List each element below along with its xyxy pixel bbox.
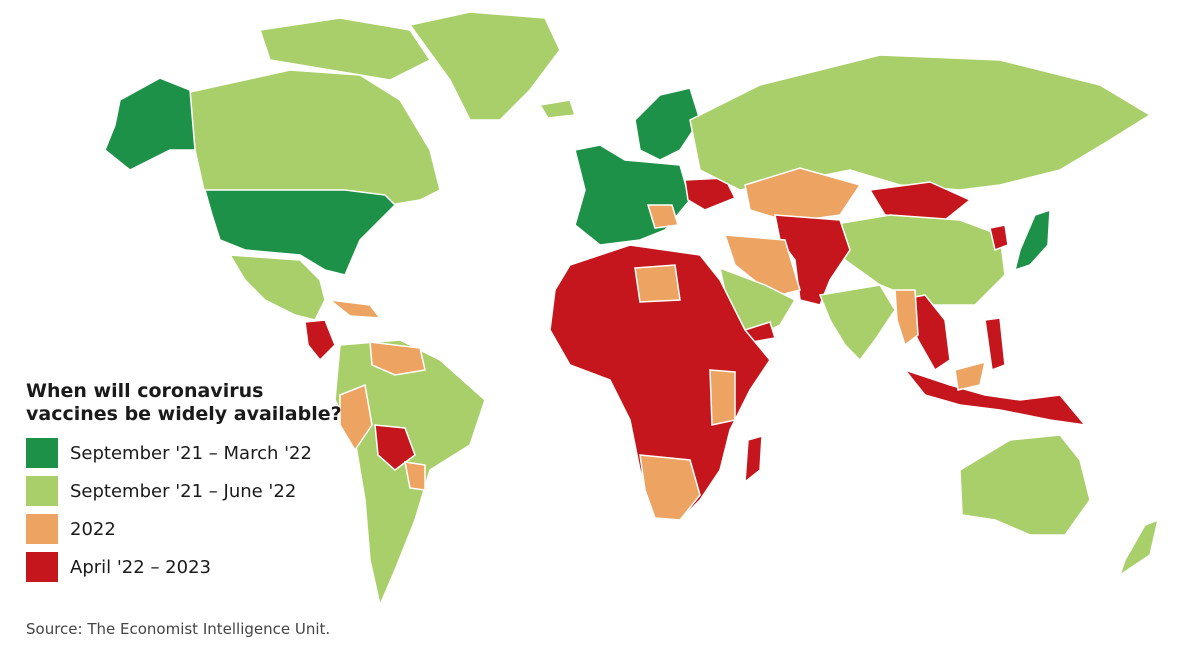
region-madagascar <box>744 434 763 484</box>
region-caribbean <box>327 298 382 319</box>
region-korea <box>989 224 1009 252</box>
region-venezuela-guyana <box>369 341 426 376</box>
region-russia <box>689 54 1152 191</box>
region-balkans <box>646 204 679 229</box>
region-china <box>828 214 1006 306</box>
legend-item-c4: April '22 – 2023 <box>26 552 356 582</box>
legend-item-c2: September '21 – June '22 <box>26 476 356 506</box>
legend-swatch-c1 <box>26 438 58 468</box>
legend-label-c2: September '21 – June '22 <box>70 480 297 502</box>
region-indonesia <box>902 368 1087 427</box>
legend-label-c1: September '21 – March '22 <box>70 442 312 464</box>
region-east-africa <box>709 369 736 426</box>
region-paraguay <box>404 461 426 491</box>
region-japan <box>1013 208 1051 272</box>
legend-swatch-c2 <box>26 476 58 506</box>
map-title: When will coronavirus vaccines be widely… <box>26 380 342 425</box>
legend-swatch-c3 <box>26 514 58 544</box>
region-myanmar-thailand <box>894 289 919 347</box>
region-mexico-central <box>228 254 326 321</box>
region-alaska <box>104 77 196 171</box>
region-canada-islands <box>259 17 432 81</box>
region-southern-africa <box>639 454 701 521</box>
region-kazakhstan <box>744 167 862 223</box>
region-usa <box>204 189 397 276</box>
region-western-europe <box>574 144 691 246</box>
region-peru <box>339 383 373 452</box>
region-scandinavia <box>634 87 701 161</box>
legend-swatch-c4 <box>26 552 58 582</box>
region-north-america <box>189 69 441 216</box>
region-iceland <box>538 99 577 119</box>
region-africa <box>549 244 771 521</box>
region-malaysia <box>954 360 986 391</box>
legend-items: September '21 – March '22 September '21 –… <box>26 438 356 582</box>
region-mongolia <box>868 181 972 221</box>
region-new-zealand <box>1118 518 1160 577</box>
region-greenland <box>408 11 561 121</box>
legend-label-c4: April '22 – 2023 <box>70 556 211 578</box>
legend-item-c1: September '21 – March '22 <box>26 438 356 468</box>
region-libya <box>634 264 681 303</box>
region-australia <box>959 434 1091 536</box>
region-philippines <box>984 317 1006 372</box>
region-central-america-red <box>304 319 336 362</box>
source-note: Source: The Economist Intelligence Unit. <box>26 620 331 638</box>
legend: When will coronavirus vaccines be widely… <box>26 380 356 590</box>
legend-item-c3: 2022 <box>26 514 356 544</box>
region-india <box>818 284 896 362</box>
legend-label-c3: 2022 <box>70 518 116 540</box>
